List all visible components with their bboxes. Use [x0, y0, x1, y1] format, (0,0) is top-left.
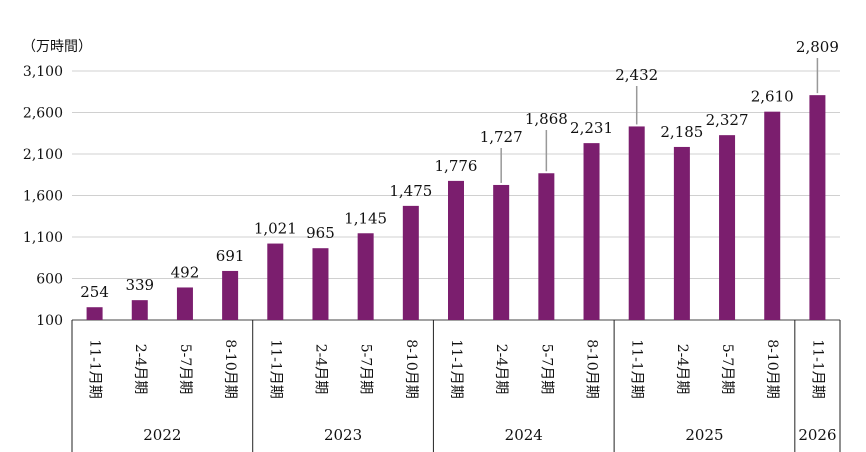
data-label: 2,327 — [706, 111, 749, 129]
x-tick-label: 11-1月期 — [87, 339, 103, 398]
x-tick-label: 8-10月期 — [584, 339, 600, 398]
data-label: 1,021 — [254, 220, 297, 238]
data-label: 1,145 — [344, 209, 387, 227]
bar — [267, 243, 284, 320]
data-label: 1,776 — [435, 157, 478, 175]
bar — [222, 270, 239, 320]
year-group-label: 2024 — [505, 426, 543, 444]
data-label: 2,809 — [796, 38, 839, 56]
y-tick-label: 1,100 — [23, 230, 63, 246]
y-tick-label: 2,600 — [23, 106, 63, 122]
x-tick-label: 8-10月期 — [764, 339, 780, 398]
year-group-label: 2023 — [324, 426, 362, 444]
x-tick-label: 2-4月期 — [312, 344, 328, 395]
data-label: 691 — [216, 247, 245, 265]
x-tick-label: 11-1月期 — [448, 339, 464, 398]
bar — [86, 307, 103, 320]
y-tick-label: 600 — [36, 272, 63, 288]
bar — [673, 146, 690, 320]
bar — [448, 180, 464, 320]
data-label: 1,475 — [389, 182, 432, 200]
data-label: 2,231 — [570, 119, 613, 137]
bar — [628, 126, 645, 320]
year-group-label: 2026 — [798, 426, 836, 444]
bar — [493, 184, 510, 320]
bar — [538, 173, 555, 320]
x-tick-label: 11-1月期 — [629, 339, 645, 398]
data-label: 1,868 — [525, 110, 568, 128]
bar — [719, 135, 736, 320]
bar — [312, 248, 329, 320]
x-tick-label: 8-10月期 — [222, 339, 238, 398]
x-tick-label: 5-7月期 — [538, 344, 554, 395]
bar — [131, 300, 148, 320]
data-label: 2,432 — [615, 66, 658, 84]
x-tick-label: 5-7月期 — [719, 344, 735, 395]
x-tick-label: 11-1月期 — [267, 339, 283, 398]
x-tick-label: 8-10月期 — [403, 339, 419, 398]
y-tick-label: 2,100 — [23, 147, 63, 163]
data-label: 2,185 — [660, 123, 703, 141]
data-label: 965 — [306, 224, 335, 242]
bar — [357, 233, 374, 320]
x-tick-label: 5-7月期 — [177, 344, 193, 395]
y-tick-label: 3,100 — [23, 64, 63, 80]
y-axis-unit-label: （万時間） — [22, 39, 92, 55]
x-tick-label: 11-1月期 — [809, 339, 825, 398]
year-group-label: 2025 — [685, 426, 723, 444]
x-tick-label: 5-7月期 — [358, 344, 374, 395]
data-label: 339 — [125, 276, 154, 294]
bar — [764, 111, 781, 320]
data-label: 2,610 — [751, 88, 794, 106]
y-tick-label: 100 — [36, 313, 63, 329]
x-tick-label: 2-4月期 — [493, 344, 509, 395]
data-label: 254 — [80, 283, 109, 301]
bar — [809, 95, 826, 320]
bar — [402, 205, 419, 320]
bar — [176, 287, 193, 320]
x-tick-label: 2-4月期 — [132, 344, 148, 395]
data-label: 1,727 — [480, 128, 523, 146]
year-group-label: 2022 — [143, 426, 181, 444]
x-tick-label: 2-4月期 — [674, 344, 690, 395]
data-label: 492 — [171, 263, 200, 281]
y-tick-label: 1,600 — [23, 189, 63, 205]
bar — [583, 143, 600, 320]
